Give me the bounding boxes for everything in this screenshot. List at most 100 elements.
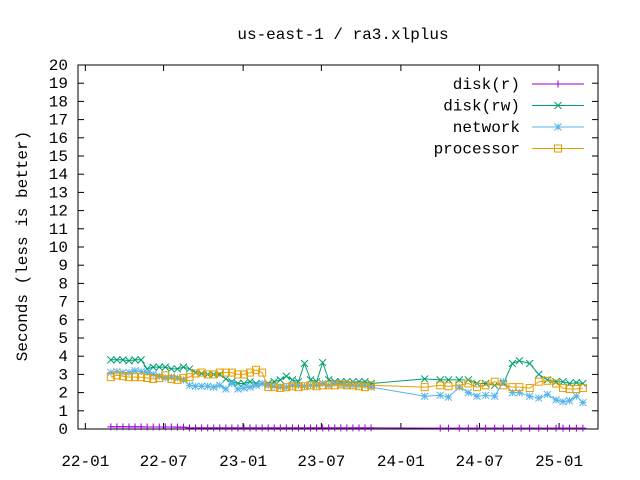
- data-point: [330, 379, 339, 388]
- x-tick-label: 23-01: [219, 453, 267, 471]
- data-point: [252, 365, 261, 374]
- data-point: [436, 391, 445, 400]
- data-point: [288, 382, 297, 391]
- data-point: [508, 388, 517, 397]
- data-point: [525, 384, 534, 393]
- y-tick-label: 19: [49, 75, 68, 93]
- data-point: [252, 381, 260, 390]
- data-point: [472, 383, 481, 392]
- data-point: [264, 424, 272, 432]
- data-point: [579, 398, 587, 407]
- data-point: [543, 376, 552, 385]
- data-point: [246, 424, 254, 432]
- data-point: [420, 375, 429, 383]
- y-tick-label: 0: [58, 421, 68, 439]
- data-point: [515, 388, 524, 397]
- data-point: [325, 424, 333, 432]
- data-point: [455, 381, 464, 390]
- data-point: [508, 424, 516, 432]
- data-point: [221, 368, 230, 377]
- data-point: [473, 392, 481, 401]
- data-point: [355, 381, 363, 390]
- data-point: [535, 424, 543, 432]
- data-point: [367, 424, 375, 432]
- data-point: [481, 391, 490, 400]
- series-layer: [106, 355, 587, 432]
- data-point: [558, 384, 567, 393]
- data-point: [264, 381, 273, 390]
- data-point: [203, 382, 212, 391]
- y-tick-label: 14: [49, 166, 68, 184]
- data-point: [137, 423, 145, 431]
- y-tick-label: 7: [58, 294, 68, 312]
- data-point: [337, 424, 345, 432]
- data-point: [209, 383, 218, 391]
- y-tick-label: 3: [58, 366, 68, 384]
- data-point: [464, 388, 473, 397]
- data-point: [191, 382, 200, 391]
- legend-marker: [554, 101, 562, 110]
- data-point: [515, 356, 524, 365]
- data-point: [240, 424, 248, 432]
- legend-label: disk(r): [453, 76, 520, 94]
- data-point: [319, 424, 327, 432]
- y-tick-label: 1: [58, 403, 68, 421]
- data-point: [125, 368, 133, 377]
- x-tick-label: 24-01: [377, 453, 425, 471]
- data-point: [282, 372, 291, 381]
- data-point: [526, 424, 534, 432]
- data-point: [436, 381, 445, 390]
- data-point: [216, 424, 224, 432]
- data-point: [552, 396, 560, 404]
- data-point: [282, 424, 290, 432]
- data-point: [572, 384, 581, 393]
- data-point: [192, 424, 200, 432]
- data-point: [499, 381, 508, 390]
- data-point: [312, 381, 321, 390]
- data-point: [246, 368, 255, 377]
- x-tick-label: 23-07: [297, 453, 345, 471]
- data-point: [221, 385, 230, 393]
- data-point: [355, 424, 363, 432]
- legend-label: network: [453, 119, 520, 137]
- data-point: [155, 372, 164, 381]
- data-point: [276, 383, 285, 391]
- data-point: [143, 374, 152, 383]
- data-point: [481, 381, 490, 390]
- data-point: [367, 383, 375, 391]
- data-point: [149, 423, 157, 431]
- data-point: [143, 423, 151, 431]
- data-point: [197, 382, 206, 391]
- data-point: [490, 377, 499, 386]
- data-point: [155, 363, 164, 371]
- data-point: [559, 377, 567, 386]
- data-point: [125, 423, 133, 431]
- x-tick-label: 22-01: [61, 453, 109, 471]
- data-point: [543, 424, 551, 432]
- data-point: [552, 424, 560, 432]
- data-point: [306, 381, 315, 390]
- data-point: [149, 370, 158, 379]
- data-point: [240, 384, 248, 392]
- data-point: [565, 424, 573, 432]
- y-tick-label: 4: [58, 348, 68, 366]
- data-point: [137, 373, 146, 382]
- data-point: [294, 383, 303, 392]
- data-point: [179, 363, 188, 371]
- data-point: [276, 424, 284, 432]
- data-point: [300, 382, 309, 391]
- data-point: [276, 384, 285, 393]
- data-point: [131, 423, 139, 431]
- data-point: [515, 383, 524, 392]
- data-point: [444, 382, 453, 391]
- data-point: [552, 377, 560, 386]
- data-point: [318, 358, 327, 367]
- data-point: [559, 424, 567, 432]
- data-point: [525, 392, 534, 401]
- y-tick-label: 18: [49, 93, 68, 111]
- data-point: [173, 423, 181, 431]
- data-point: [330, 381, 339, 390]
- data-point: [534, 377, 543, 386]
- data-point: [288, 381, 297, 390]
